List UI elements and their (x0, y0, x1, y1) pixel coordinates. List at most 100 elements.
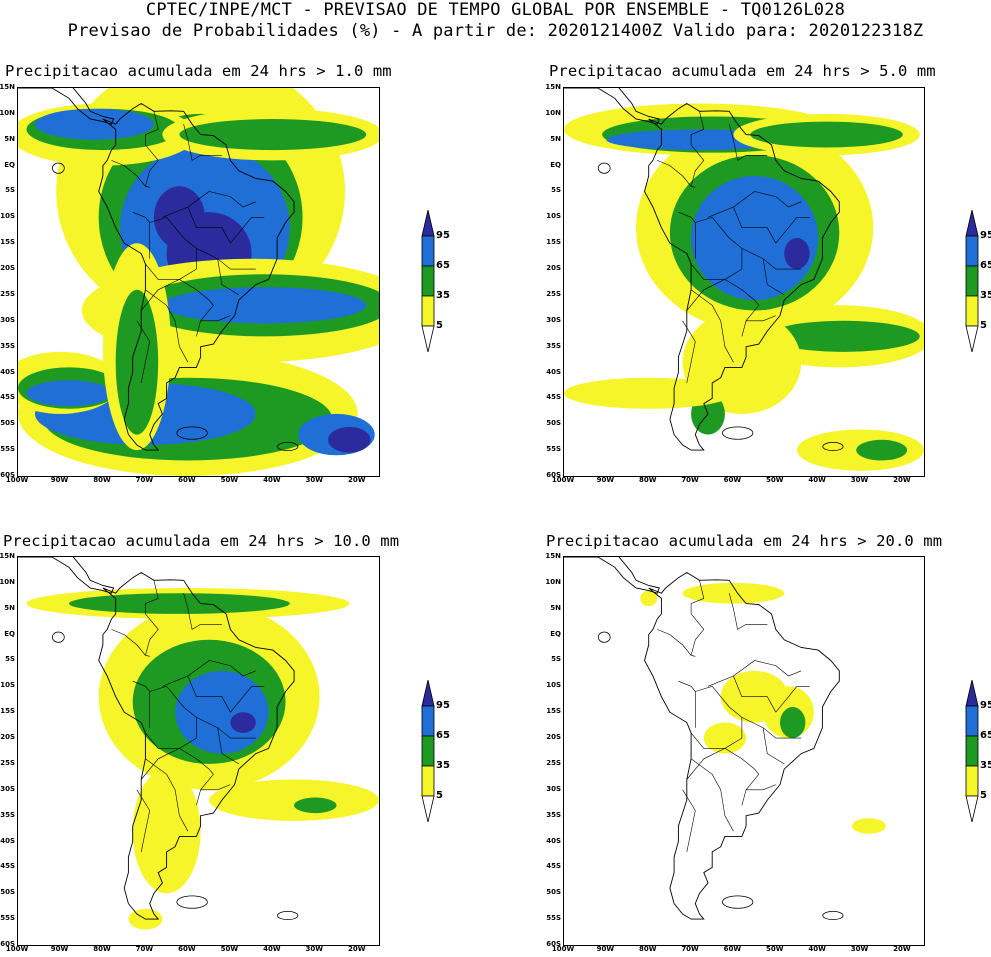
legend-swatch (421, 765, 435, 797)
legend-label: 35 (980, 290, 991, 301)
probability-map-20mm (563, 556, 925, 946)
latitude-label: 10S (546, 681, 561, 690)
longitude-label: 90W (50, 945, 69, 953)
legend-swatch (421, 209, 435, 237)
country-border (145, 685, 197, 749)
longitude-label: 90W (596, 945, 615, 953)
longitude-label: 50W (220, 945, 239, 953)
legend-swatch (965, 209, 979, 237)
country-border (145, 289, 189, 363)
legend-swatch (965, 235, 979, 267)
probability-shade-blue (175, 670, 269, 754)
longitude-label: 90W (50, 476, 69, 484)
latitude-label: 20S (546, 733, 561, 742)
latitude-label: 30S (546, 315, 561, 324)
legend-label: 95 (980, 700, 991, 711)
country-border (686, 748, 726, 780)
probability-legend: 95 65 35 5 (964, 209, 991, 353)
longitude-label: 40W (263, 945, 281, 953)
country-border (724, 279, 760, 337)
probability-shade-green (856, 439, 908, 461)
island-outline (722, 895, 754, 909)
coastline (644, 102, 840, 451)
country-border (145, 758, 189, 832)
latitude-label: 30S (0, 784, 15, 793)
latitude-label: 10N (545, 577, 561, 586)
legend-swatch (421, 235, 435, 267)
country-border (217, 727, 239, 765)
island-outline (277, 441, 299, 452)
latitude-label: 55S (546, 445, 561, 454)
legend-label: 65 (980, 730, 991, 741)
latitude-label: 10N (545, 108, 561, 117)
latitude-label: EQ (550, 629, 561, 638)
longitude-label: 100W (551, 476, 575, 484)
legend-label: 35 (436, 760, 450, 771)
longitude-label: 100W (5, 476, 29, 484)
country-border (678, 211, 696, 259)
country-border (733, 191, 802, 208)
probability-shade-green (750, 121, 903, 148)
country-border (657, 629, 696, 657)
probability-map-5mm (563, 87, 925, 477)
latitude-label: EQ (4, 160, 15, 169)
country-border (140, 748, 180, 780)
latitude-label: 35S (546, 810, 561, 819)
country-border (741, 248, 802, 270)
legend-swatch (421, 325, 435, 353)
latitude-label: 5S (5, 655, 15, 664)
longitude-label: 50W (220, 476, 239, 484)
longitude-label: 80W (93, 476, 111, 484)
longitude-label: 40W (263, 476, 281, 484)
country-border (136, 320, 151, 383)
map-canvas (564, 557, 886, 921)
latitude-label: 15N (545, 552, 561, 560)
latitude-label: 5N (550, 134, 561, 143)
country-border (762, 258, 785, 296)
country-border (690, 580, 705, 656)
country-border (707, 675, 777, 713)
island-outline (176, 895, 208, 909)
probability-shade-yellow (132, 769, 201, 894)
latitude-label: 5N (4, 603, 15, 612)
probability-shade-navy (784, 238, 810, 270)
legend-swatch (965, 679, 979, 707)
latitude-label: 25S (0, 289, 15, 298)
longitude-label: 20W (893, 945, 911, 953)
panel-4-title: Precipitacao acumulada em 24 hrs > 20.0 … (546, 532, 943, 550)
legend-colorbar (965, 209, 979, 353)
panel-3-title: Precipitacao acumulada em 24 hrs > 10.0 … (3, 532, 400, 550)
probability-shade-green (179, 119, 367, 151)
island-outline (277, 910, 299, 921)
latitude-label: 45S (0, 393, 15, 402)
country-border (111, 629, 150, 657)
map-canvas (564, 88, 924, 471)
latitude-label: 35S (0, 341, 15, 350)
probability-legend: 95 65 35 5 (964, 679, 991, 823)
country-border (196, 248, 256, 270)
latitude-label: 45S (546, 862, 561, 871)
panel-2-title: Precipitacao acumulada em 24 hrs > 5.0 m… (549, 62, 936, 80)
longitude-label: 20W (348, 945, 366, 953)
legend-swatch (965, 795, 979, 823)
probability-legend: 95 65 35 5 (420, 209, 450, 353)
island-outline (597, 631, 611, 643)
country-border (162, 206, 231, 244)
latitude-label: 5S (5, 186, 15, 195)
probability-shade-yellow (852, 818, 886, 834)
latitude-label: 55S (0, 445, 15, 454)
probability-shade-navy (230, 712, 256, 733)
latitude-label: 30S (0, 315, 15, 324)
longitude-label: 40W (808, 945, 826, 953)
latitude-label: 50S (546, 888, 561, 897)
legend-colorbar (421, 209, 435, 353)
probability-shade-yellow (564, 377, 734, 409)
latitude-label: 10N (0, 108, 15, 117)
country-border (678, 680, 696, 728)
country-border (145, 216, 197, 280)
longitude-label: 20W (893, 476, 911, 484)
country-border (724, 748, 760, 806)
country-border (690, 289, 734, 363)
probability-shade-navy (328, 426, 371, 453)
country-border (728, 124, 768, 161)
